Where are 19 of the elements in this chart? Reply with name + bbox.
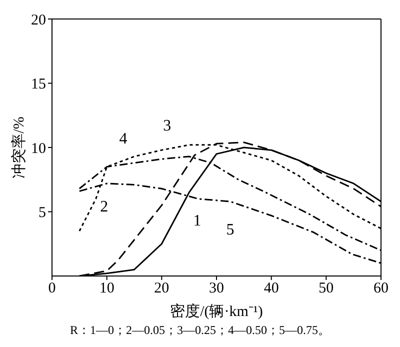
x-tick-label: 50 <box>318 280 334 297</box>
annotation: 5 <box>226 222 234 239</box>
y-axis-title: 冲突率/% <box>10 116 28 178</box>
x-tick-label: 30 <box>209 280 224 297</box>
x-tick-label: 0 <box>48 280 56 297</box>
x-tick-label: 10 <box>99 280 114 297</box>
annotation: 2 <box>100 198 108 216</box>
y-tick-label: 15 <box>31 76 46 93</box>
annotation: 4 <box>119 130 128 148</box>
y-tick-label: 10 <box>31 140 46 157</box>
annotation: 3 <box>163 118 172 135</box>
annotation: 1 <box>193 212 202 230</box>
y-tick-label: 20 <box>31 12 46 28</box>
x-tick-label: 20 <box>154 280 170 297</box>
x-tick-label: 60 <box>374 280 388 297</box>
y-tick-label: 5 <box>38 205 46 222</box>
x-tick-label: 40 <box>264 280 279 297</box>
x-axis-title: 密度/(辆·km⁻¹) <box>170 303 263 320</box>
text: R：1—0；2—0.05；3—0.25；4—0.50；5—0.75。 <box>68 322 331 339</box>
